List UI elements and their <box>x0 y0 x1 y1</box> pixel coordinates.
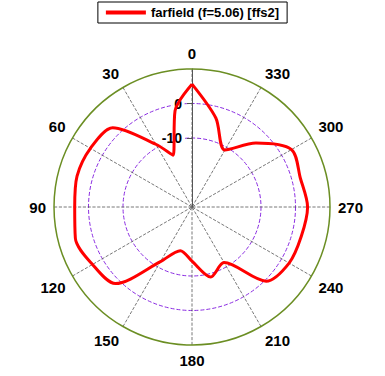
svg-text:300: 300 <box>318 118 343 135</box>
svg-text:60: 60 <box>49 118 66 135</box>
svg-text:0: 0 <box>188 45 196 62</box>
svg-text:270: 270 <box>338 199 363 216</box>
svg-text:180: 180 <box>179 352 204 369</box>
svg-text:farfield (f=5.06) [ffs2]: farfield (f=5.06) [ffs2] <box>151 5 279 20</box>
svg-text:0: 0 <box>174 95 182 112</box>
svg-text:330: 330 <box>265 65 290 82</box>
svg-text:150: 150 <box>94 332 119 349</box>
svg-text:90: 90 <box>29 199 46 216</box>
svg-text:210: 210 <box>265 332 290 349</box>
svg-text:30: 30 <box>102 65 119 82</box>
svg-text:240: 240 <box>318 279 343 296</box>
svg-text:-10: -10 <box>162 130 182 146</box>
svg-text:120: 120 <box>41 279 66 296</box>
